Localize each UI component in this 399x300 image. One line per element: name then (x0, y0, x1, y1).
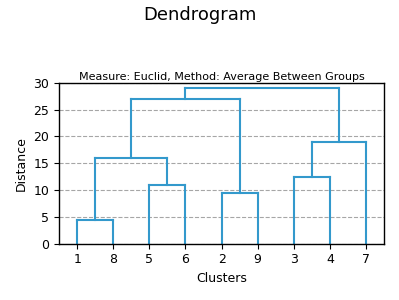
Y-axis label: Distance: Distance (15, 136, 28, 191)
X-axis label: Clusters: Clusters (196, 272, 247, 285)
Text: Dendrogram: Dendrogram (143, 6, 256, 24)
Title: Measure: Euclid, Method: Average Between Groups: Measure: Euclid, Method: Average Between… (79, 72, 364, 82)
